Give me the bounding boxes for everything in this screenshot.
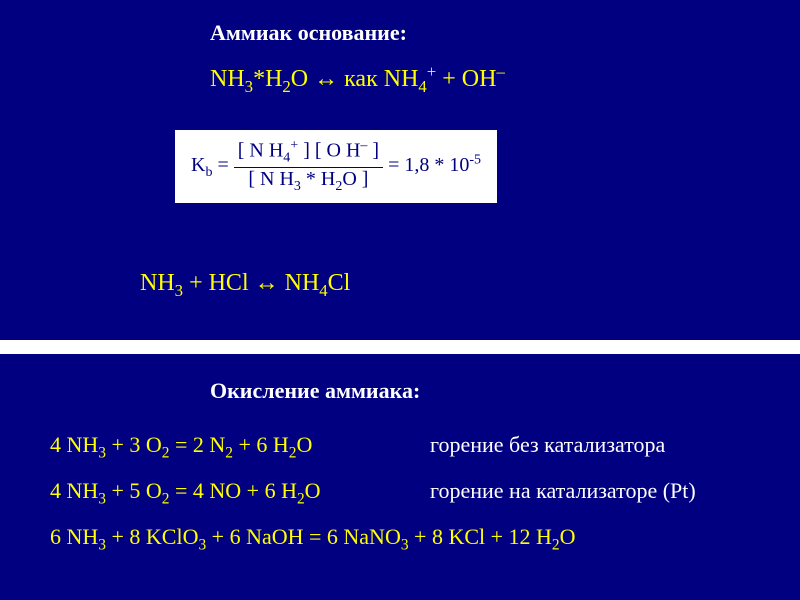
t: 6 NH: [50, 524, 98, 549]
reaction-2-comment: горение на катализаторе (Pt): [430, 478, 696, 504]
s: 3: [294, 179, 301, 194]
kb-rhs-sup: -5: [469, 152, 481, 167]
s: 3: [401, 536, 409, 553]
kb-lhs: K: [191, 154, 205, 176]
txt: NH: [210, 66, 245, 92]
top-title: Аммиак основание:: [210, 20, 407, 46]
t: O: [296, 432, 312, 457]
t: * H: [301, 168, 335, 190]
t: = 4 NO + 6 H: [169, 478, 296, 503]
sub: 3: [245, 77, 253, 96]
sub: 4: [418, 77, 426, 96]
s: 2: [225, 444, 233, 461]
reaction-1: 4 NH3 + 3 O2 = 2 N2 + 6 H2O горение без …: [50, 432, 770, 462]
s: 3: [98, 490, 106, 507]
s: 3: [175, 281, 183, 300]
t: + 3 O: [106, 432, 162, 457]
kb-numerator: [ N H4+ ] [ O H– ]: [234, 138, 383, 168]
t: + 8 KClO: [106, 524, 198, 549]
t: + 8 KCl + 12 H: [409, 524, 552, 549]
s: 2: [297, 490, 305, 507]
hcl-equation: NH3 + HCl ↔ NH4Cl: [140, 270, 350, 301]
sup: +: [427, 62, 436, 81]
s: 3: [198, 536, 206, 553]
kb-fraction: [ N H4+ ] [ O H– ] [ N H3 * H2O ]: [234, 138, 383, 195]
t: 4 NH: [50, 432, 98, 457]
t: + 6 NaOH = 6 NaNO: [206, 524, 401, 549]
t: + 6 H: [233, 432, 289, 457]
t: ]: [367, 140, 379, 162]
reaction-1-comment: горение без катализатора: [430, 432, 665, 458]
sub: 2: [282, 77, 290, 96]
kb-eq: =: [212, 154, 233, 176]
t: + HCl ↔ NH: [183, 270, 319, 296]
t: = 2 N: [169, 432, 225, 457]
kb-denominator: [ N H3 * H2O ]: [234, 168, 383, 195]
kb-equation-box: Kb = [ N H4+ ] [ O H– ] [ N H3 * H2O ] =…: [175, 130, 497, 203]
panel-gap: [0, 340, 800, 354]
txt: + OH: [436, 66, 496, 92]
t: ] [ O H: [298, 140, 360, 162]
kb-box: Kb = [ N H4+ ] [ O H– ] [ N H3 * H2O ] =…: [175, 130, 497, 203]
bottom-panel: Окисление аммиака: 4 NH3 + 3 O2 = 2 N2 +…: [0, 354, 800, 600]
top-panel: Аммиак основание: NH3*H2O ↔ как NH4+ + O…: [0, 0, 800, 340]
t: 4 NH: [50, 478, 98, 503]
bottom-title: Окисление аммиака:: [210, 378, 420, 404]
dissociation-equation: NH3*H2O ↔ как NH4+ + OH–: [210, 62, 505, 97]
reaction-3: 6 NH3 + 8 KClO3 + 6 NaOH = 6 NaNO3 + 8 K…: [50, 524, 576, 554]
txt: O ↔ как NH: [291, 66, 419, 92]
t: + 5 O: [106, 478, 162, 503]
reaction-2: 4 NH3 + 5 O2 = 4 NO + 6 H2O горение на к…: [50, 478, 770, 508]
t: Cl: [328, 270, 351, 296]
t: O: [560, 524, 576, 549]
txt: *H: [253, 66, 282, 92]
t: [ N H: [238, 140, 284, 162]
s: 3: [98, 536, 106, 553]
s: 4: [319, 281, 327, 300]
t: [ N H: [248, 168, 294, 190]
p: +: [290, 138, 298, 153]
s: 2: [552, 536, 560, 553]
t: O ]: [342, 168, 368, 190]
t: O: [305, 478, 321, 503]
sup: –: [496, 62, 504, 81]
s: 3: [98, 444, 106, 461]
kb-rhs: = 1,8 * 10: [388, 154, 469, 176]
t: NH: [140, 270, 175, 296]
